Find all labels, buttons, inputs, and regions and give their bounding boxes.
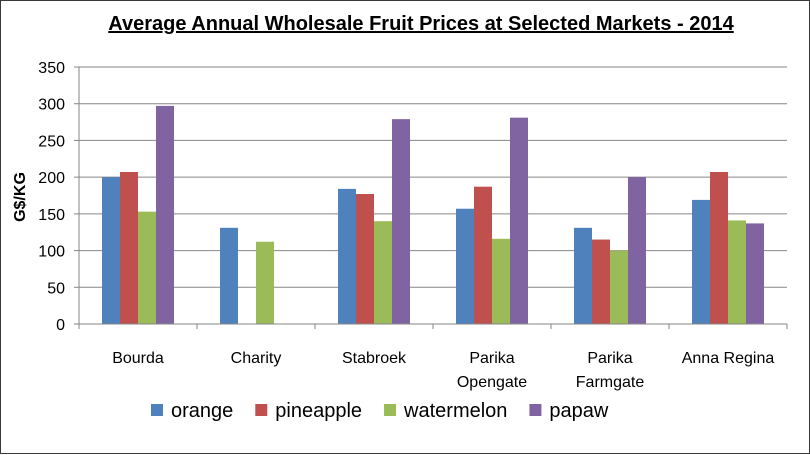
y-axis-label: G$/KG [12,172,29,222]
category-label: Opengate [457,374,527,391]
y-tick-label: 100 [38,244,65,261]
bar-watermelon [492,238,510,324]
bar-watermelon [610,250,628,324]
category-label: Charity [231,350,282,367]
legend-label-watermelon: watermelon [403,400,507,422]
bar-watermelon [256,241,274,324]
category-labels: Bourda Charity Stabroek Parika Opengate Parik… [112,350,774,391]
category-label: Stabroek [342,350,407,367]
y-tick-label: 350 [38,60,65,77]
legend-label-papaw: papaw [549,400,608,422]
y-tick-label: 150 [38,207,65,224]
bar-orange [456,208,474,324]
bar-papaw [156,105,174,324]
bar-papaw [392,119,410,325]
bar-papaw [628,177,646,324]
y-tick-label: 250 [38,133,65,150]
bar-pineapple [710,172,728,324]
y-tick-label: 200 [38,170,65,187]
bar-watermelon [374,221,392,324]
bar-watermelon [728,220,746,324]
category-label: Parika [587,350,632,367]
legend-swatch-watermelon [384,404,397,416]
legend-swatch-papaw [529,404,542,416]
bar-orange [102,177,120,324]
y-tick-label: 300 [38,97,65,114]
bar-pineapple [356,194,374,324]
chart-title: Average Annual Wholesale Fruit Prices at… [108,13,734,35]
bar-pineapple [120,172,138,324]
legend-label-pineapple: pineapple [275,400,362,422]
bar-orange [574,227,592,324]
gridlines [79,66,787,288]
legend: orange pineapple watermelon papaw [151,400,609,422]
legend-swatch-pineapple [255,404,268,416]
bars [102,105,764,325]
legend-swatch-orange [151,404,163,416]
bar-orange [692,199,710,324]
legend-label-orange: orange [171,400,233,422]
category-label: Bourda [112,350,164,367]
category-label: Farmgate [576,374,645,391]
bar-papaw [510,117,528,324]
bar-pineapple [474,186,492,324]
y-tick-label: 50 [47,280,65,297]
bar-watermelon [138,211,156,324]
category-label: Parika [469,350,514,367]
y-tick-labels: 0 50 100 150 200 250 300 350 [38,60,65,334]
category-label: Anna Regina [682,350,775,367]
bar-orange [220,227,238,324]
axes [74,66,788,329]
bar-orange [338,188,356,324]
bar-papaw [746,223,764,324]
y-tick-label: 0 [56,317,65,334]
bar-pineapple [592,239,610,324]
